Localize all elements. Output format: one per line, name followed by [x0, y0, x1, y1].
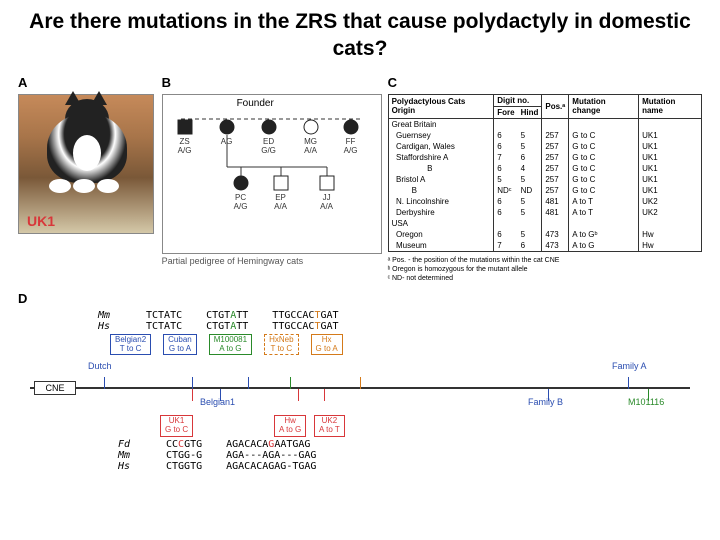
tick-label: Family B	[528, 397, 563, 407]
uk1-badge: UK1	[27, 213, 55, 229]
lower-mut-Hw: HwA to G	[274, 415, 306, 437]
tick-label: Family A	[612, 361, 647, 371]
th-fore: Fore	[494, 106, 518, 118]
panel-a-label: A	[18, 75, 156, 90]
table-row: Museum76473A to GHw	[388, 240, 701, 252]
mutation-table: Polydactylous Cats Origin Digit no. Pos.…	[388, 94, 702, 252]
table-row: Bristol A55257G to CUK1	[388, 174, 701, 185]
th-digit: Digit no.	[494, 94, 542, 106]
lower-mut-UK2: UK2A to T	[314, 415, 345, 437]
ped-node-AG: AG	[215, 137, 239, 146]
founder-label: Founder	[237, 98, 274, 109]
panel-d-label: D	[18, 291, 702, 306]
table-row: N. Lincolnshire65481A to TUK2	[388, 196, 701, 207]
panel-d: D MmTCTATCCTGTATTTTGCCACTGATHsTCTATCCTGT…	[18, 291, 702, 473]
cne-box-label: CNE	[34, 381, 76, 395]
seq-bot-row-Mm: MmCTGG-GAGA---AGA---GAG	[118, 450, 702, 461]
ped-node-PC: PCA/G	[229, 193, 253, 211]
panel-c: C Polydactylous Cats Origin Digit no. Po…	[388, 75, 702, 283]
tick-label: Dutch	[88, 361, 112, 371]
mut-box-Cuban: CubanG to A	[163, 334, 197, 356]
th-origin: Polydactylous Cats Origin	[388, 94, 494, 118]
table-row: USA	[388, 218, 701, 229]
table-row: Great Britain	[388, 118, 701, 130]
th-change: Mutation change	[569, 94, 639, 118]
tick-label: M101116	[628, 397, 664, 407]
th-name: Mutation name	[639, 94, 702, 118]
lower-mut-UK1: UK1G to C	[160, 415, 193, 437]
mut-box-HxNeb: HxNebT to C	[264, 334, 298, 356]
mut-box-M100081: M100081A to G	[209, 334, 252, 356]
table-footnotes: ᵃ Pos. - the position of the mutations w…	[388, 256, 702, 283]
panel-b-label: B	[162, 75, 382, 90]
th-hind: Hind	[518, 106, 542, 118]
panel-c-label: C	[388, 75, 702, 90]
ped-node-MG: MGA/A	[299, 137, 323, 155]
table-row: Derbyshire65481A to TUK2	[388, 207, 701, 218]
panel-a: A UK1	[18, 75, 156, 283]
seq-alignment-bottom: FdCCCGTGAGACACAGAATGAGMmCTGG-GAGA---AGA-…	[18, 439, 702, 472]
panel-b: B Founder ZSA/G AG EDG/G MGA/A FFA/G PCA/G EPA…	[162, 75, 382, 283]
upper-mutation-boxes: Belgian2T to C CubanG to A M100081A to G Hx…	[110, 334, 702, 356]
page-title: Are there mutations in the ZRS that caus…	[18, 8, 702, 63]
tick-label: Belgian1	[200, 397, 235, 407]
panels-top: A UK1 B Founder ZSA/G AG EDG/G MGA/A FFA/G PC…	[18, 75, 702, 283]
seq-row-Hs: HsTCTATCCTGTATTTTGCCACTGAT	[98, 321, 702, 332]
seq-bot-row-Hs: HsCTGGTGAGACACAGAG-TGAG	[118, 461, 702, 472]
ped-node-FF: FFA/G	[339, 137, 363, 155]
seq-bot-row-Fd: FdCCCGTGAGACACAGAATGAG	[118, 439, 702, 450]
cne-diagram: CNE DutchFamily ABelgian1Family BM101116	[30, 369, 690, 409]
table-row: Guernsey65257G to CUK1	[388, 130, 701, 141]
mut-box-Belgian2: Belgian2T to C	[110, 334, 151, 356]
pedigree-caption: Partial pedigree of Hemingway cats	[162, 256, 382, 266]
cat-photo: UK1	[18, 94, 154, 234]
table-row: Staffordshire A76257G to CUK1	[388, 152, 701, 163]
ped-node-JJ: JJA/A	[315, 193, 339, 211]
table-row: B64257G to CUK1	[388, 163, 701, 174]
pedigree-chart: Founder ZSA/G AG EDG/G MGA/A FFA/G PCA/G EPA/A…	[162, 94, 382, 254]
seq-row-Mm: MmTCTATCCTGTATTTTGCCACTGAT	[98, 310, 702, 321]
lower-mutation-boxes: UK1G to C HwA to G UK2A to T	[18, 415, 702, 439]
ped-node-EP: EPA/A	[269, 193, 293, 211]
mut-box-Hx: HxG to A	[311, 334, 343, 356]
table-row: Oregon65473A to GᵇHw	[388, 229, 701, 240]
table-row: Cardigan, Wales65257G to CUK1	[388, 141, 701, 152]
ped-node-ED: EDG/G	[257, 137, 281, 155]
table-row: BNDᶜND257G to CUK1	[388, 185, 701, 196]
th-pos: Pos.ᵃ	[542, 94, 569, 118]
ped-node-ZS: ZSA/G	[173, 137, 197, 155]
seq-alignment-top: MmTCTATCCTGTATTTTGCCACTGATHsTCTATCCTGTAT…	[18, 310, 702, 332]
